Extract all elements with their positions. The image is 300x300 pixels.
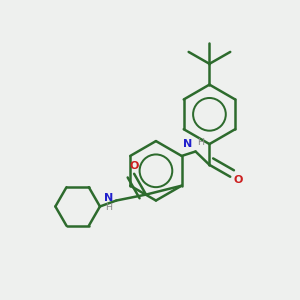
Text: O: O (233, 175, 243, 185)
Text: N: N (183, 139, 193, 149)
Text: H: H (105, 203, 112, 212)
Text: H: H (197, 138, 204, 147)
Text: O: O (129, 161, 139, 171)
Text: N: N (104, 193, 113, 202)
